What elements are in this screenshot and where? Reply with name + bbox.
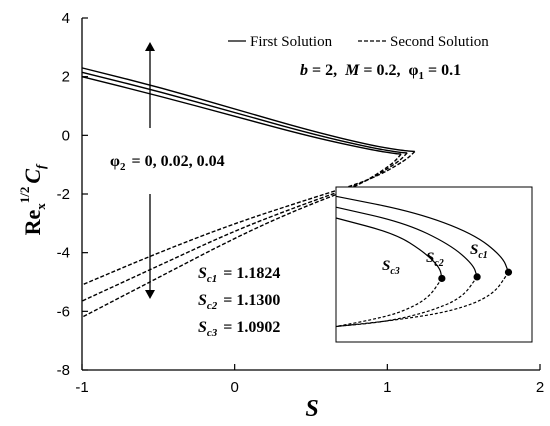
inset-label-sc2: Sc2 — [426, 250, 444, 269]
inset-critical-point-3 — [438, 274, 446, 283]
inset-dashed-curve-1 — [335, 271, 509, 328]
y-axis-label: Rex1/2Cf — [17, 163, 48, 235]
y-tick-label: -8 — [57, 362, 70, 379]
axis-ticks: -1 0 1 2 -8 -6 -4 -2 0 2 4 — [57, 10, 545, 396]
inset-dashed-curve-2 — [335, 276, 478, 328]
series-line-1 — [81, 67, 415, 153]
inset-frame — [335, 186, 533, 343]
arrow-up-head — [145, 42, 155, 51]
phi2-arrows — [145, 42, 155, 299]
inset-solid-curve-1 — [335, 195, 510, 273]
series-line-6 — [81, 153, 402, 318]
y-tick-label: 2 — [62, 69, 70, 86]
critical-value-sc1: Sc1 = 1.1824 — [198, 265, 280, 285]
legend-label-first: First Solution — [250, 34, 333, 50]
x-axis-label: S — [305, 396, 318, 422]
y-tick-label: -6 — [57, 303, 70, 320]
inset-curves — [335, 195, 513, 328]
series-line-3 — [81, 75, 402, 155]
series-layer — [81, 67, 416, 318]
critical-value-sc3: Sc3 = 1.0902 — [198, 319, 280, 339]
inset-solid-curve-3 — [335, 217, 443, 279]
legend: First Solution Second Solution — [228, 34, 489, 50]
x-tick-label: 2 — [536, 379, 544, 396]
phi2-annotation: φ2 = 0, 0.02, 0.04 — [110, 153, 225, 173]
x-tick-label: 1 — [383, 379, 391, 396]
inset-solid-curve-2 — [335, 206, 478, 278]
x-tick-label: 0 — [230, 379, 238, 396]
x-tick-label: -1 — [75, 379, 88, 396]
inset-critical-point-1 — [504, 268, 513, 276]
inset-critical-point-2 — [473, 273, 481, 281]
critical-value-sc2: Sc2 = 1.1300 — [198, 292, 280, 312]
inset-label-sc3: Sc3 — [382, 258, 400, 277]
series-line-5 — [81, 152, 408, 302]
y-tick-label: -2 — [57, 186, 70, 203]
inset-label-sc1: Sc1 — [470, 242, 488, 261]
y-tick-label: 4 — [62, 10, 70, 27]
params-annotation: b = 2, M = 0.2, φ1 = 0.1 — [300, 62, 461, 82]
y-tick-label: 0 — [62, 127, 70, 144]
series-line-2 — [81, 71, 408, 154]
series-line-4 — [81, 150, 416, 286]
inset-dashed-curve-3 — [335, 278, 443, 328]
critical-values: Sc1 = 1.1824 Sc2 = 1.1300 Sc3 = 1.0902 — [198, 265, 280, 339]
inset: Sc3 Sc2 Sc1 — [335, 186, 533, 343]
arrow-down-head — [145, 290, 155, 299]
legend-label-second: Second Solution — [390, 34, 489, 50]
y-tick-label: -4 — [57, 245, 70, 262]
